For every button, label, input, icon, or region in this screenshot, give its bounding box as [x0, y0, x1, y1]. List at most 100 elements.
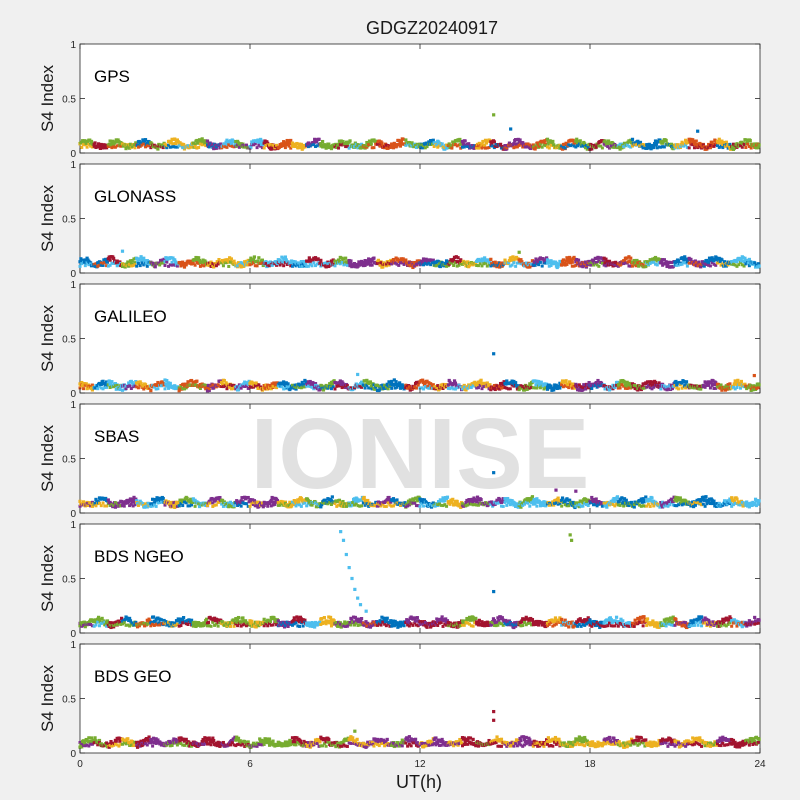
data-point: [538, 142, 542, 146]
data-point: [240, 496, 244, 500]
data-point: [680, 140, 684, 144]
data-point: [387, 380, 391, 384]
data-point: [377, 385, 381, 389]
data-point: [275, 386, 279, 390]
data-point: [174, 145, 178, 149]
data-point: [172, 386, 176, 390]
data-point: [386, 146, 390, 150]
data-point: [195, 261, 199, 265]
data-point: [511, 255, 515, 259]
data-point: [131, 621, 135, 625]
data-point: [523, 145, 527, 149]
data-point: [345, 263, 349, 267]
data-point: [744, 503, 748, 507]
data-point: [528, 143, 532, 147]
data-point: [206, 624, 209, 628]
data-point: [491, 260, 496, 265]
data-point: [416, 383, 420, 387]
data-point: [326, 502, 330, 506]
data-point: [83, 625, 87, 629]
data-point: [223, 145, 227, 149]
data-point: [756, 386, 760, 390]
data-point: [606, 145, 610, 149]
data-point: [313, 385, 317, 389]
data-point: [581, 144, 585, 148]
data-point: [390, 262, 394, 266]
data-point: [208, 499, 212, 503]
data-point: [753, 503, 757, 507]
data-point: [244, 624, 248, 628]
data-point: [507, 261, 511, 265]
data-point: [420, 259, 424, 263]
data-point: [206, 383, 210, 388]
data-point: [703, 262, 707, 266]
data-point: [432, 260, 436, 264]
data-point: [126, 384, 130, 388]
data-point: [757, 499, 761, 503]
y-tick-label: 1: [70, 280, 76, 291]
data-point: [549, 384, 553, 388]
data-point: [317, 137, 321, 141]
data-point: [106, 144, 110, 148]
data-point: [602, 263, 606, 267]
data-point: [275, 263, 279, 267]
data-point: [314, 145, 318, 149]
data-point: [656, 140, 660, 144]
data-point: [739, 503, 743, 507]
data-point: [170, 263, 174, 267]
data-point: [340, 143, 344, 147]
data-point: [259, 142, 264, 146]
data-point: [626, 384, 630, 388]
spike-point: [696, 129, 700, 133]
data-point: [725, 387, 729, 391]
data-point: [202, 383, 206, 387]
data-point: [191, 262, 195, 266]
data-point: [81, 500, 86, 504]
data-point: [629, 264, 633, 268]
data-point: [661, 505, 665, 509]
data-point: [731, 503, 735, 507]
data-point: [593, 143, 597, 147]
data-point: [684, 499, 688, 503]
data-point: [214, 503, 218, 507]
data-point: [377, 504, 381, 508]
spike-point: [492, 471, 496, 475]
data-point: [291, 259, 295, 264]
data-point: [182, 265, 187, 269]
data-point: [384, 385, 388, 389]
data-point: [536, 141, 540, 145]
data-point: [641, 504, 645, 508]
data-point: [340, 260, 344, 264]
data-point: [504, 382, 508, 386]
y-axis-label: S4 Index: [38, 64, 57, 132]
data-point: [446, 383, 450, 387]
data-point: [172, 263, 176, 267]
data-point: [443, 147, 447, 151]
data-point: [97, 624, 101, 628]
data-point: [628, 382, 632, 386]
data-point: [464, 388, 468, 392]
data-point: [475, 383, 480, 388]
data-point: [131, 498, 135, 502]
data-point: [720, 139, 724, 143]
data-point: [535, 259, 539, 264]
data-point: [739, 379, 744, 384]
data-point: [615, 495, 620, 499]
data-point: [636, 261, 640, 265]
data-point: [244, 259, 249, 264]
data-point: [107, 379, 111, 383]
data-point: [425, 145, 429, 149]
data-point: [264, 383, 268, 387]
data-point: [413, 501, 417, 505]
data-point: [243, 619, 248, 623]
data-point: [260, 501, 264, 505]
data-point: [142, 621, 146, 625]
data-point: [520, 260, 524, 264]
data-point: [215, 260, 219, 264]
data-point: [237, 145, 241, 149]
data-point: [724, 384, 728, 388]
data-point: [348, 139, 352, 143]
data-point: [482, 385, 486, 389]
data-point: [115, 383, 119, 387]
data-point: [407, 261, 411, 265]
